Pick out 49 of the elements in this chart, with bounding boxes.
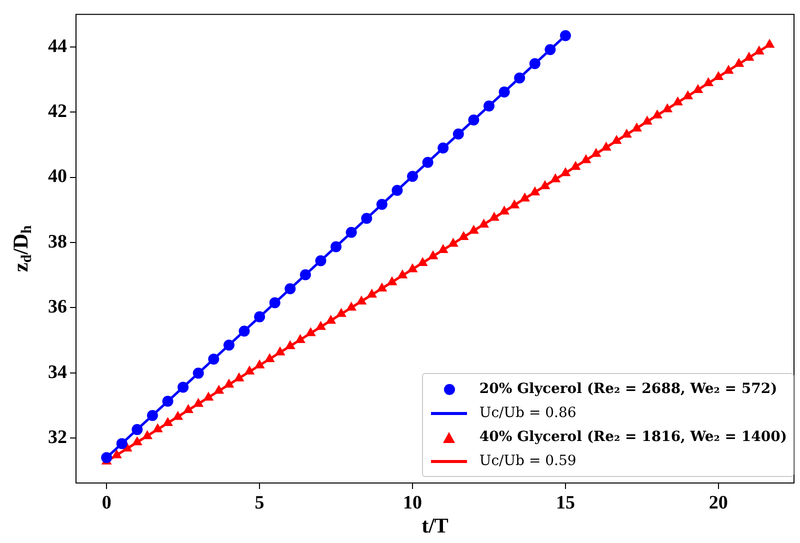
x-tick-label: 15 bbox=[556, 492, 575, 514]
point bbox=[208, 354, 220, 365]
y-tick-label: 44 bbox=[48, 36, 68, 57]
point bbox=[223, 340, 234, 351]
point bbox=[284, 283, 296, 294]
point bbox=[376, 198, 388, 210]
x-tick-label: 20 bbox=[708, 492, 728, 514]
point bbox=[514, 72, 526, 84]
point bbox=[422, 156, 434, 168]
point bbox=[238, 326, 250, 337]
point bbox=[116, 438, 128, 450]
point bbox=[315, 255, 326, 266]
point bbox=[438, 142, 449, 154]
point bbox=[330, 241, 342, 252]
y-tick-label: 40 bbox=[48, 166, 67, 188]
point bbox=[101, 452, 112, 464]
legend-label: 20% Glycerol (Re₂ = 2688, We₂ = 572) bbox=[479, 381, 778, 397]
y-axis-title: zd/Dh bbox=[8, 225, 36, 272]
point bbox=[392, 184, 403, 196]
point bbox=[452, 128, 464, 140]
point bbox=[560, 30, 571, 42]
y-tick-label: 42 bbox=[48, 101, 67, 122]
legend-label: 40% Glycerol (Re₂ = 1816, We₂ = 1400) bbox=[479, 429, 787, 445]
point bbox=[346, 226, 357, 238]
point bbox=[407, 170, 418, 182]
point bbox=[146, 410, 158, 422]
point bbox=[468, 114, 480, 126]
point bbox=[269, 297, 280, 308]
y-tick-label: 36 bbox=[48, 296, 67, 318]
x-tick-label: 0 bbox=[102, 492, 112, 514]
y-tick-label: 32 bbox=[48, 426, 67, 448]
point bbox=[192, 368, 204, 379]
y-tick-label: 38 bbox=[48, 231, 67, 252]
x-axis-title: t/T bbox=[422, 513, 448, 538]
point bbox=[254, 311, 266, 322]
legend-label: Uc/Ub = 0.86 bbox=[479, 405, 576, 421]
legend-label: Uc/Ub = 0.59 bbox=[479, 453, 576, 469]
x-tick-label: 5 bbox=[254, 492, 264, 514]
point bbox=[361, 212, 372, 224]
point bbox=[498, 86, 510, 98]
y-tick-label: 34 bbox=[48, 362, 68, 383]
point bbox=[178, 382, 189, 393]
point bbox=[544, 44, 556, 56]
x-tick-label: 10 bbox=[403, 492, 422, 514]
point bbox=[483, 100, 494, 112]
point bbox=[300, 269, 311, 280]
point bbox=[162, 396, 174, 407]
point bbox=[132, 424, 143, 436]
point bbox=[529, 58, 540, 70]
